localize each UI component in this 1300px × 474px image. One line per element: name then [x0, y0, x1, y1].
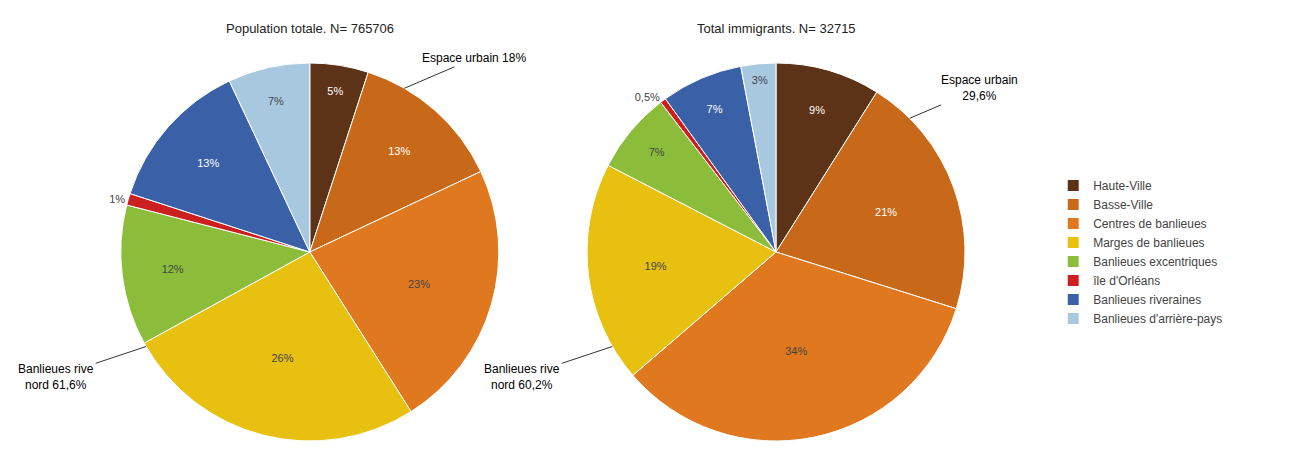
svg-text:12%: 12% — [162, 263, 184, 275]
svg-text:21%: 21% — [875, 206, 897, 218]
svg-text:1%: 1% — [109, 193, 125, 205]
svg-text:7%: 7% — [649, 146, 665, 158]
svg-text:Espace urbain 18%: Espace urbain 18% — [422, 51, 526, 65]
svg-text:Centres de banlieues: Centres de banlieues — [1093, 217, 1206, 231]
svg-text:Banlieues rivenord 61,6%: Banlieues rivenord 61,6% — [18, 362, 94, 392]
svg-text:Banlieues excentriques: Banlieues excentriques — [1093, 255, 1217, 269]
svg-text:5%: 5% — [327, 85, 343, 97]
svg-text:34%: 34% — [785, 345, 807, 357]
svg-text:9%: 9% — [809, 104, 825, 116]
svg-text:Marges de banlieues: Marges de banlieues — [1093, 236, 1204, 250]
svg-text:Banlieues riveraines: Banlieues riveraines — [1093, 293, 1201, 307]
svg-text:Population totale. N= 765706: Population totale. N= 765706 — [226, 21, 394, 36]
svg-text:23%: 23% — [408, 278, 430, 290]
svg-text:3%: 3% — [752, 74, 768, 86]
svg-text:Banlieues rivenord 60,2%: Banlieues rivenord 60,2% — [484, 362, 560, 392]
svg-text:Basse-Ville: Basse-Ville — [1093, 198, 1153, 212]
svg-text:13%: 13% — [388, 145, 410, 157]
svg-text:0,5%: 0,5% — [635, 91, 660, 103]
svg-text:Banlieues d'arrière-pays: Banlieues d'arrière-pays — [1093, 312, 1222, 326]
svg-text:Haute-Ville: Haute-Ville — [1093, 179, 1152, 193]
svg-text:19%: 19% — [645, 260, 667, 272]
svg-text:7%: 7% — [707, 103, 723, 115]
svg-text:13%: 13% — [197, 157, 219, 169]
svg-text:Espace urbain29,6%: Espace urbain29,6% — [941, 73, 1018, 103]
svg-text:Total immigrants. N= 32715: Total immigrants. N= 32715 — [697, 21, 856, 36]
svg-text:île d'Orléans: île d'Orléans — [1092, 274, 1160, 288]
svg-text:26%: 26% — [271, 352, 293, 364]
svg-text:7%: 7% — [268, 95, 284, 107]
